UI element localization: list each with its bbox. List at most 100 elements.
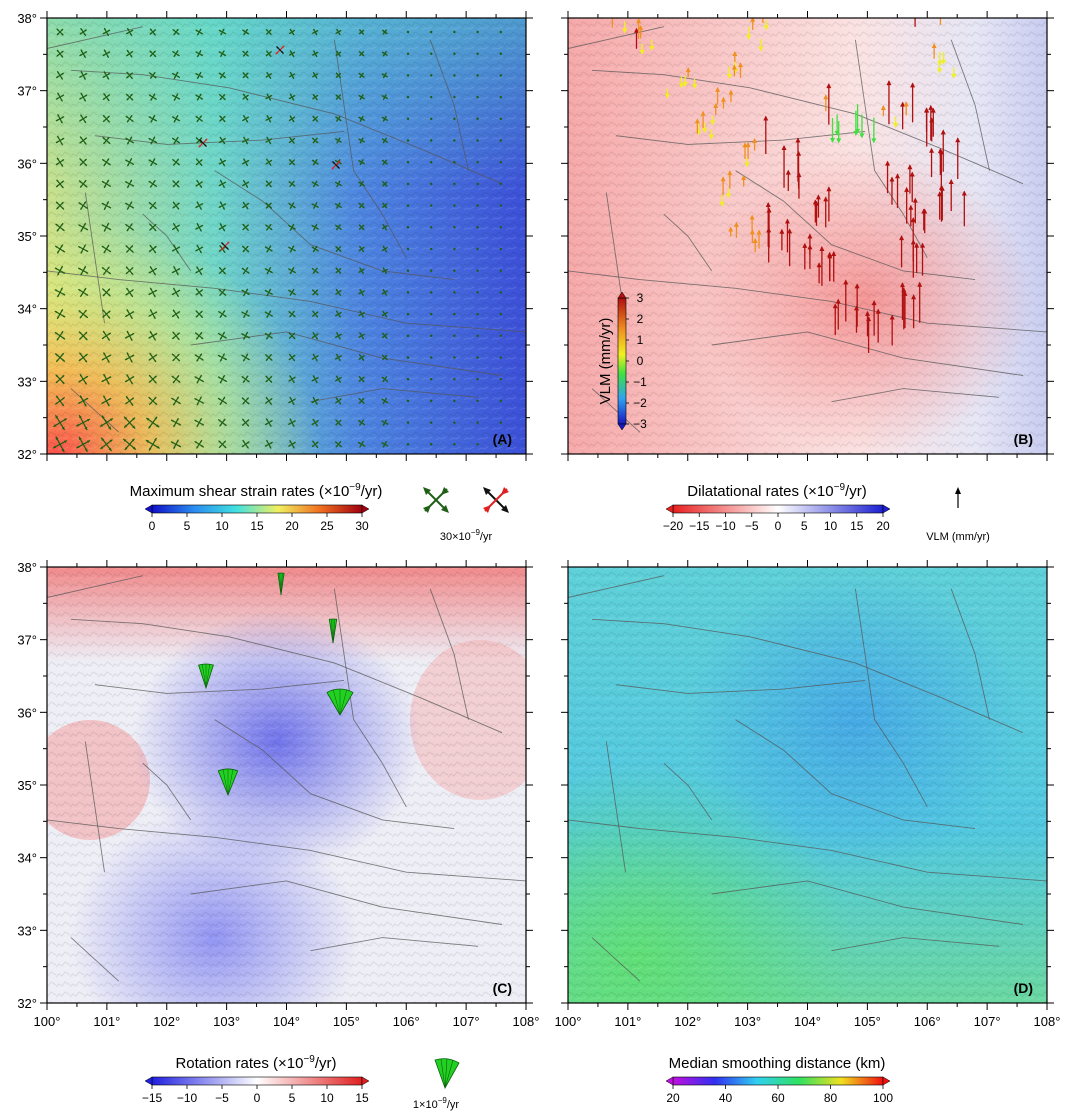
y-axis-tick-label: 37°: [17, 633, 37, 648]
panel-rotation: (C): [46, 566, 527, 1004]
highlight-strain-cross: [220, 241, 230, 251]
panel-dilatation: (B) VLM (mm/yr) 3 2 1 0 −1 −2 −3: [567, 17, 1048, 455]
y-axis-tick-label: 36°: [17, 156, 37, 171]
vlm-colorbar-title: VLM (mm/yr): [597, 318, 614, 405]
shear-colorbar-cap-left: [144, 504, 153, 514]
colorbar-tick-label: 30: [355, 519, 369, 533]
smoothing-colorbar-ticks: 20 40 60 80 100: [666, 1085, 893, 1105]
x-axis-tick-label: 104°: [273, 1014, 300, 1029]
colorbar-tick-label: 10: [215, 519, 229, 533]
smoothing-colorbar-gradient: [672, 1076, 884, 1086]
smoothing-colorbar-cap-left: [665, 1076, 674, 1086]
vlm-colorbar-ticks: 3 2 1 0 −1 −2 −3: [626, 291, 647, 431]
rotation-colorbar-cap-left: [144, 1076, 153, 1086]
x-axis-tick-label: 108°: [513, 1014, 540, 1029]
y-axis-tick-label: 35°: [17, 229, 37, 244]
rotation-colorbar-gradient: [151, 1076, 363, 1086]
colorbar-tick-label: 25: [320, 519, 334, 533]
colorbar-tick-label: 0: [775, 519, 782, 533]
y-axis-tick-label: 37°: [17, 84, 37, 99]
rotation-legend-scale: 1×10−9/yr: [413, 1096, 459, 1111]
x-axis-tick-label: 107°: [453, 1014, 480, 1029]
x-axis-tick-label: 101°: [614, 1014, 641, 1029]
colorbar-tick-label: 15: [850, 519, 864, 533]
map-axes: 38° 37° 36° 35° 34° 33° 32° 38° 37° 36° 35° 34° 33° 3…: [17, 11, 1060, 1029]
rotation-colorbar-title: Rotation rates (×10−9/yr): [175, 1054, 336, 1072]
colorbar-tick-label: 20: [876, 519, 890, 533]
panel-label-a: (A): [493, 431, 512, 447]
colorbar-tick-label: 20: [666, 1091, 680, 1105]
vlm-colorbar-gradient: [617, 297, 627, 425]
x-axis-tick-label: 105°: [333, 1014, 360, 1029]
colorbar-tick-label: 20: [285, 519, 299, 533]
vlm-legend-label: VLM (mm/yr): [926, 531, 990, 543]
x-axis-tick-label: 103°: [213, 1014, 240, 1029]
x-axis-tick-label: 103°: [734, 1014, 761, 1029]
colorbar-tick-label: 15: [355, 1091, 369, 1105]
colorbar-tick-label: 10: [320, 1091, 334, 1105]
x-axis-tick-label: 107°: [974, 1014, 1001, 1029]
colorbar-tick-label: 40: [719, 1091, 733, 1105]
shear-colorbar-gradient: [151, 504, 363, 514]
x-axis-tick-label: 108°: [1034, 1014, 1061, 1029]
strain-arrow-grid: [52, 27, 503, 453]
colorbar-tick-label: −10: [715, 519, 736, 533]
colorbar-tick-label: 10: [824, 519, 838, 533]
y-axis-tick-label: 32°: [17, 996, 37, 1011]
colorbar-tick-label: −15: [689, 519, 710, 533]
colorbar-tick-label: −15: [142, 1091, 163, 1105]
dilatation-colorbar-cap-right: [882, 504, 891, 514]
x-axis-tick-label: 106°: [393, 1014, 420, 1029]
strain-cross-legend-green: [423, 487, 449, 513]
fault-lines: [47, 26, 526, 433]
x-axis-tick-label: 100°: [34, 1014, 61, 1029]
highlight-strain-cross: [275, 45, 285, 55]
hillshade: [47, 567, 526, 1003]
dilatation-colorbar-cap-left: [665, 504, 674, 514]
vlm-tick-label: 0: [637, 354, 644, 368]
panel-label-c: (C): [493, 980, 512, 996]
colorbar-tick-label: 60: [771, 1091, 785, 1105]
hillshade: [568, 567, 1047, 1003]
panel-label-d: (D): [1014, 980, 1033, 996]
rotation-wedge: [277, 572, 285, 596]
y-axis-tick-label: 33°: [17, 923, 37, 938]
rotation-colorbar: Rotation rates (×10−9/yr) −15 −10 −5 0 5 10 15…: [142, 1054, 460, 1111]
dilatation-colorbar-ticks: −20 −15 −10 −5 0 5 10 15 20: [663, 513, 890, 533]
rotation-colorbar-cap-right: [361, 1076, 370, 1086]
colorbar-tick-label: 5: [289, 1091, 296, 1105]
vlm-tick-label: −2: [633, 396, 647, 410]
dilatation-colorbar: Dilatational rates (×10−9/yr) −20 −15 −10−…: [663, 482, 990, 543]
shear-colorbar: Maximum shear strain rates (×10−9/yr) 0 5…: [130, 482, 509, 543]
colorbar-tick-label: −5: [215, 1091, 229, 1105]
y-axis-tick-label: 32°: [17, 447, 37, 462]
smoothing-colorbar-title: Median smoothing distance (km): [669, 1055, 886, 1072]
rotation-wedge: [328, 618, 338, 644]
highlight-strain-cross: [198, 138, 208, 148]
highlight-strain-cross: [331, 160, 341, 170]
colorbar-tick-label: 15: [250, 519, 264, 533]
vlm-tick-label: 1: [637, 333, 644, 347]
colorbar-tick-label: −5: [745, 519, 759, 533]
vlm-colorbar-cap-top: [617, 291, 627, 299]
rotation-wedge: [326, 688, 354, 716]
vlm-colorbar: VLM (mm/yr) 3 2 1 0 −1 −2 −3: [597, 291, 647, 431]
x-axis-tick-label: 105°: [854, 1014, 881, 1029]
vlm-tick-label: −3: [633, 417, 647, 431]
dilatation-colorbar-gradient: [672, 504, 884, 514]
vlm-colorbar-cap-bottom: [617, 423, 627, 431]
panel-shear-strain: (A): [46, 17, 527, 455]
colorbar-tick-label: 0: [254, 1091, 261, 1105]
shear-colorbar-cap-right: [361, 504, 370, 514]
y-axis-tick-label: 33°: [17, 374, 37, 389]
strain-cross-legend-red: [483, 487, 509, 513]
colorbar-tick-label: 100: [873, 1091, 893, 1105]
colorbar-tick-label: 80: [824, 1091, 838, 1105]
shear-colorbar-title: Maximum shear strain rates (×10−9/yr): [130, 482, 383, 500]
shear-colorbar-ticks: 0 5 10 15 20 25 30: [149, 513, 369, 533]
vlm-legend-arrow: [955, 487, 961, 508]
shear-legend-scale: 30×10−9/yr: [440, 528, 493, 543]
colorbar-tick-label: −10: [177, 1091, 198, 1105]
x-axis-tick-label: 104°: [794, 1014, 821, 1029]
